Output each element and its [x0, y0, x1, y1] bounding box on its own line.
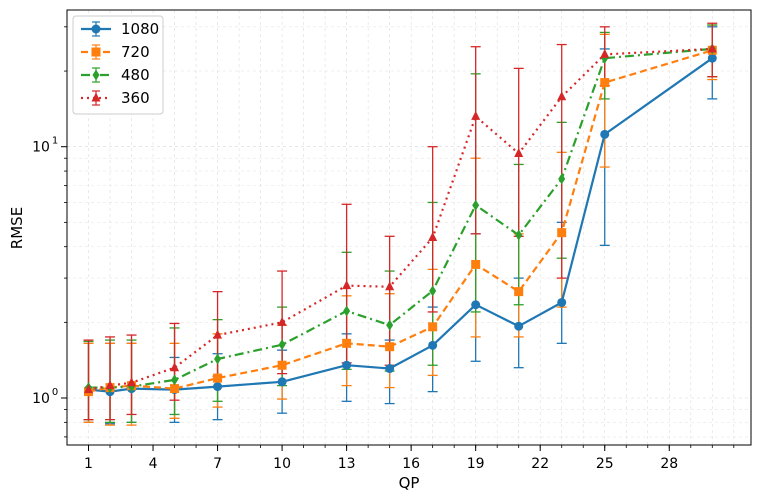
data-point: [385, 364, 395, 374]
x-tick-label: 13: [338, 456, 356, 472]
plot-frame: [66, 9, 752, 446]
data-point: [707, 53, 717, 63]
data-point: [557, 297, 567, 307]
legend-marker: [91, 24, 101, 34]
data-point: [557, 228, 567, 238]
data-point: [471, 259, 481, 269]
data-point: [127, 377, 137, 387]
data-point: [514, 287, 524, 297]
x-tick-label: 22: [531, 456, 549, 472]
legend-label: 1080: [121, 20, 159, 38]
data-point: [170, 362, 180, 372]
x-tick-label: 7: [213, 456, 222, 472]
data-point: [386, 319, 394, 331]
data-point: [385, 281, 395, 291]
x-axis-label: QP: [399, 474, 420, 492]
x-tick-label: 25: [596, 456, 614, 472]
data-point: [342, 338, 352, 348]
series-lines: [88, 47, 713, 393]
data-point: [385, 342, 395, 352]
data-point: [557, 91, 567, 101]
legend-marker: [92, 69, 100, 81]
legend-marker: [91, 92, 101, 102]
legend: 1080 720 480 360: [72, 15, 164, 115]
data-point: [558, 173, 566, 185]
data-point: [471, 300, 481, 310]
data-point: [514, 147, 524, 157]
data-point: [343, 305, 351, 317]
data-point: [514, 321, 524, 331]
data-point: [213, 382, 223, 392]
data-point: [170, 384, 180, 394]
data-point: [277, 360, 287, 370]
data-point: [429, 285, 437, 297]
x-tick-label: 16: [402, 456, 420, 472]
legend-label: 360: [121, 89, 150, 107]
data-point: [515, 229, 523, 241]
y-tick-exponent: 1: [52, 136, 58, 147]
series-line: [88, 57, 713, 393]
legend-marker: [91, 47, 101, 57]
data-point: [342, 360, 352, 370]
data-point: [277, 316, 287, 326]
data-point: [105, 380, 115, 390]
data-point: [428, 322, 438, 332]
data-point: [472, 199, 480, 211]
x-tick-label: 4: [149, 456, 158, 472]
data-point: [600, 129, 610, 139]
data-point: [213, 373, 223, 383]
data-point: [214, 353, 222, 365]
x-tick-label: 19: [467, 456, 485, 472]
data-point: [213, 329, 223, 339]
series-line: [88, 49, 713, 393]
data-point: [428, 232, 438, 242]
y-tick-label: 10: [32, 140, 50, 156]
legend-label: 480: [121, 66, 150, 84]
data-point: [600, 78, 610, 88]
data-point: [471, 110, 481, 120]
y-tick-label: 10: [32, 391, 50, 407]
data-point: [171, 374, 179, 386]
y-axis-label: RMSE: [8, 207, 26, 249]
data-point: [600, 48, 610, 58]
y-tick-exponent: 0: [52, 387, 58, 398]
series-line: [88, 47, 713, 391]
legend-box: [72, 15, 164, 115]
data-point: [428, 340, 438, 350]
data-point: [278, 339, 286, 351]
series-markers: [84, 43, 717, 397]
data-point: [84, 384, 94, 394]
data-point: [342, 280, 352, 290]
data-point: [277, 377, 287, 387]
x-tick-label: 10: [273, 456, 291, 472]
data-point: [707, 43, 717, 53]
x-tick-label: 28: [660, 456, 678, 472]
legend-label: 720: [121, 43, 150, 61]
x-tick-label: 1: [84, 456, 93, 472]
